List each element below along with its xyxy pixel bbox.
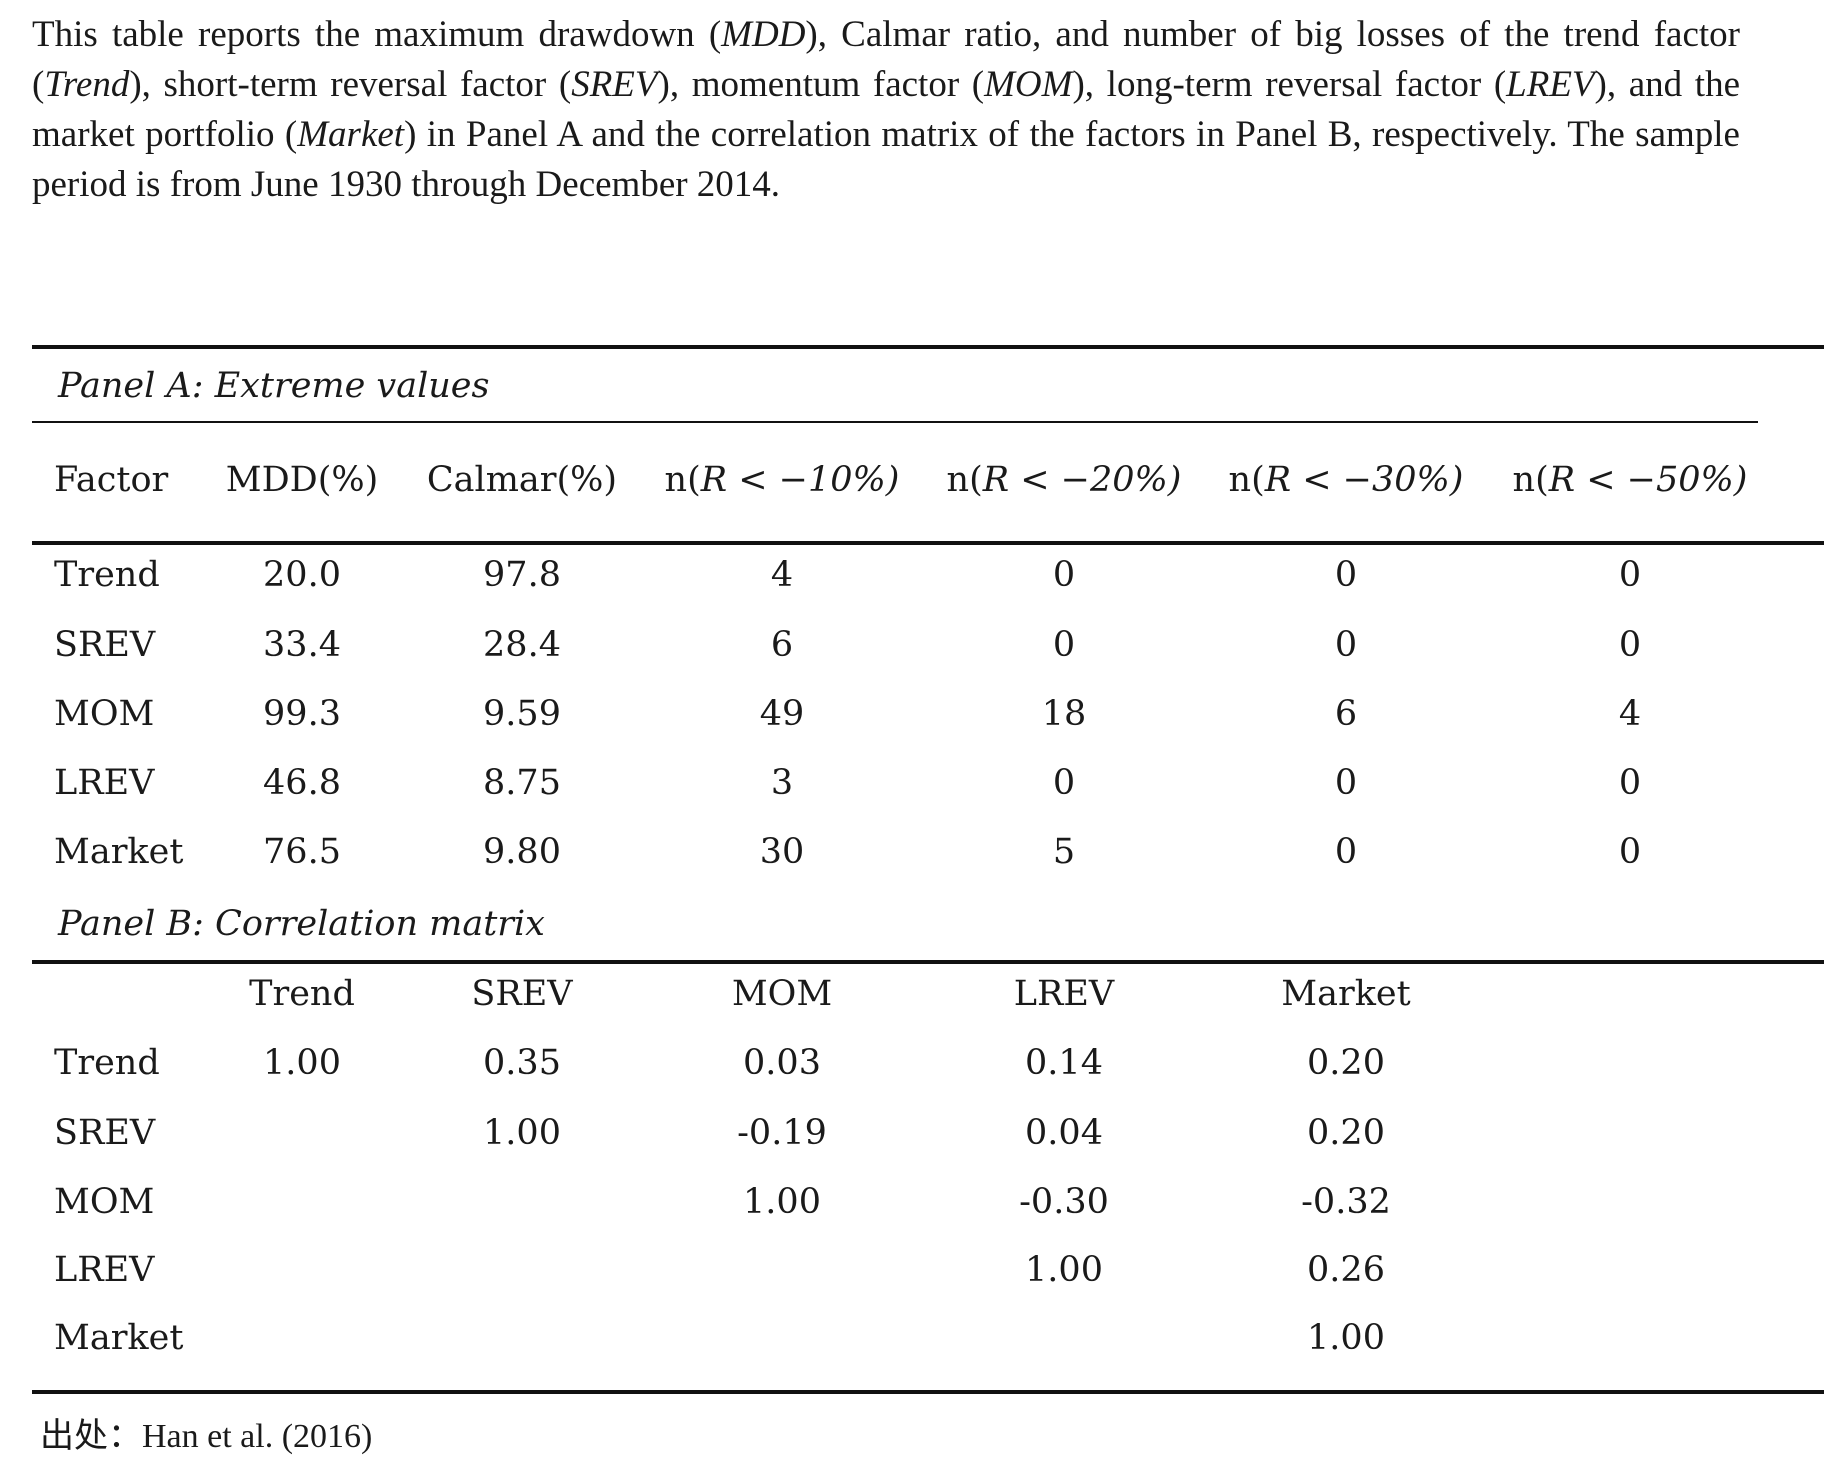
column-header: SREV: [471, 974, 573, 1014]
column-header: LREV: [1013, 974, 1115, 1014]
table-cell: 5: [1052, 832, 1076, 872]
table-cell: 0: [1618, 763, 1642, 803]
table-cell: 1.00: [743, 1182, 821, 1222]
header-n30: n(R < −30%): [1228, 460, 1464, 500]
header-n10: n(R < −10%): [664, 460, 900, 500]
table-cell: 0: [1618, 555, 1642, 595]
header-n50: n(R < −50%): [1512, 460, 1748, 500]
row-label: Market: [54, 1318, 184, 1358]
table-row: SREV 33.4 28.4 6 0 0 0: [0, 625, 1836, 675]
panel-b-title: Panel B: Correlation matrix: [58, 904, 545, 944]
table-row: Trend 20.0 97.8 4 0 0 0: [0, 555, 1836, 605]
table-cell: -0.30: [1019, 1182, 1109, 1222]
table-row: Market 1.00: [0, 1318, 1836, 1368]
table-cell: 4: [770, 555, 794, 595]
table-cell: 46.8: [263, 763, 341, 803]
table-cell: 0.20: [1307, 1113, 1385, 1153]
top-rule: [32, 345, 1824, 349]
table-cell: 9.80: [483, 832, 561, 872]
row-label: SREV: [54, 1113, 156, 1153]
table-row: LREV 46.8 8.75 3 0 0 0: [0, 763, 1836, 813]
table-row: Market 76.5 9.80 30 5 0 0: [0, 832, 1836, 882]
panel-a-header-row: Factor MDD(%) Calmar(%) n(R < −10%) n(R …: [0, 460, 1836, 510]
header-n20: n(R < −20%): [946, 460, 1182, 500]
row-label: Market: [54, 832, 184, 872]
table-cell: 3: [770, 763, 794, 803]
table-cell: 18: [1041, 694, 1087, 734]
panel-b-rule: [32, 960, 1824, 964]
table-cell: 0: [1334, 625, 1358, 665]
table-cell: 0: [1334, 555, 1358, 595]
row-label: LREV: [54, 1250, 155, 1290]
source-note: 出处：Han et al. (2016): [40, 1418, 373, 1455]
table-cell: 0: [1334, 832, 1358, 872]
table-cell: -0.19: [737, 1113, 827, 1153]
table-row: SREV 1.00 -0.19 0.04 0.20: [0, 1113, 1836, 1163]
table-cell: 99.3: [263, 694, 341, 734]
table-cell: 4: [1618, 694, 1642, 734]
header-factor: Factor: [54, 460, 169, 500]
table-row: MOM 99.3 9.59 49 18 6 4: [0, 694, 1836, 744]
header-rule: [32, 541, 1824, 545]
table-cell: 0: [1052, 625, 1076, 665]
table-cell: 28.4: [483, 625, 561, 665]
table-cell: 0.04: [1025, 1113, 1103, 1153]
table-cell: 20.0: [263, 555, 341, 595]
row-label: LREV: [54, 763, 155, 803]
table-cell: 0.26: [1307, 1250, 1385, 1290]
table-cell: 1.00: [1307, 1318, 1385, 1358]
table-cell: 6: [1334, 694, 1358, 734]
panel-a-subrule: [32, 421, 1758, 423]
table-cell: 0: [1334, 763, 1358, 803]
table-cell: 9.59: [483, 694, 561, 734]
row-label: MOM: [54, 1182, 155, 1222]
table-cell: 33.4: [263, 625, 341, 665]
table-cell: 1.00: [1025, 1250, 1103, 1290]
table-row: Trend 1.00 0.35 0.03 0.14 0.20: [0, 1043, 1836, 1093]
table-cell: 8.75: [483, 763, 561, 803]
table-row: MOM 1.00 -0.30 -0.32: [0, 1182, 1836, 1232]
table-cell: 0.35: [483, 1043, 561, 1083]
column-header: Market: [1281, 974, 1411, 1014]
table-cell: 6: [770, 625, 794, 665]
table-cell: 49: [759, 694, 805, 734]
table-cell: 0: [1052, 763, 1076, 803]
row-label: Trend: [54, 555, 160, 595]
header-calmar: Calmar(%): [426, 460, 618, 500]
header-mdd: MDD(%): [225, 460, 379, 500]
row-label: SREV: [54, 625, 156, 665]
table-cell: 0: [1052, 555, 1076, 595]
table-cell: 0.14: [1025, 1043, 1103, 1083]
table-cell: 76.5: [263, 832, 341, 872]
table-cell: 1.00: [483, 1113, 561, 1153]
table-cell: 0.20: [1307, 1043, 1385, 1083]
table-cell: 30: [759, 832, 805, 872]
column-header: Trend: [249, 974, 355, 1014]
table-cell: -0.32: [1301, 1182, 1391, 1222]
table-cell: 0: [1618, 832, 1642, 872]
table-cell: 0.03: [743, 1043, 821, 1083]
table-caption: This table reports the maximum drawdown …: [32, 14, 1740, 205]
table-row: LREV 1.00 0.26: [0, 1250, 1836, 1300]
panel-b-header-row: Trend SREV MOM LREV Market: [0, 974, 1836, 1024]
table-cell: 1.00: [263, 1043, 341, 1083]
table-cell: 97.8: [483, 555, 561, 595]
panel-a-title: Panel A: Extreme values: [58, 366, 490, 406]
row-label: MOM: [54, 694, 155, 734]
table-cell: 0: [1618, 625, 1642, 665]
column-header: MOM: [731, 974, 833, 1014]
bottom-rule: [32, 1390, 1824, 1394]
row-label: Trend: [54, 1043, 160, 1083]
